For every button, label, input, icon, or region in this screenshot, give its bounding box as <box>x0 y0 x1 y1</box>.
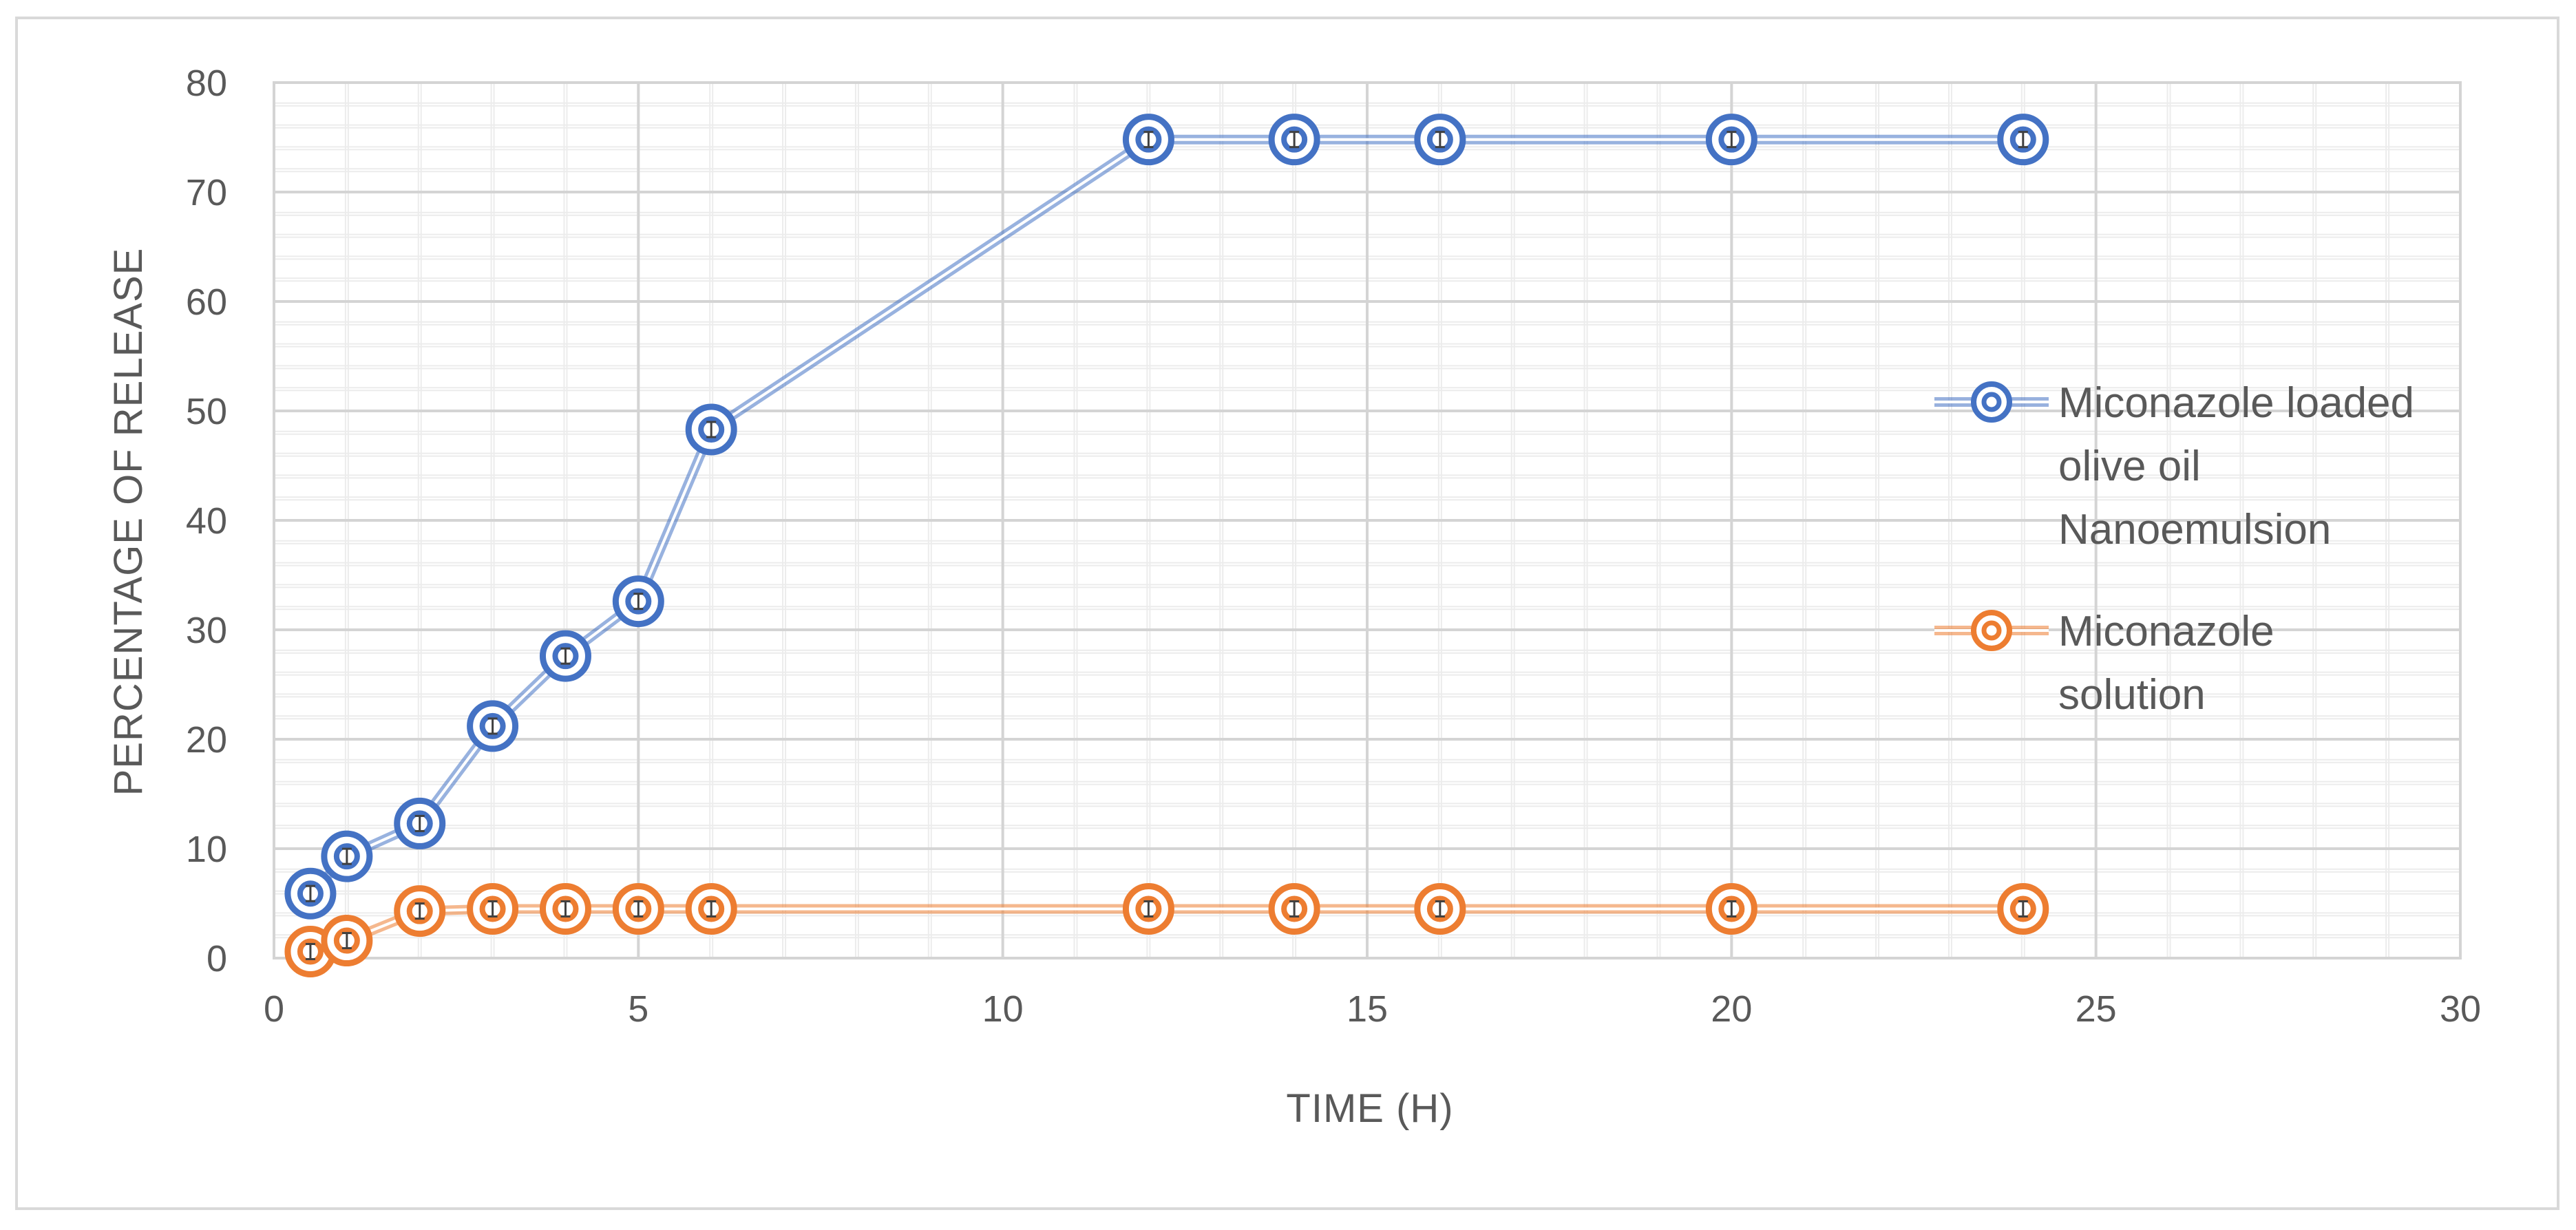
x-tick-label: 15 <box>1347 988 1388 1030</box>
y-tick-label: 80 <box>186 63 227 104</box>
marker-inner-ring <box>297 938 324 965</box>
data-point <box>1705 882 1757 935</box>
legend-label: Miconazole loaded <box>2058 379 2414 427</box>
marker-inner-ring <box>698 416 725 443</box>
legend-marker <box>1971 610 2012 651</box>
data-point <box>1122 882 1174 935</box>
data-point <box>1997 114 2049 166</box>
series-layer <box>284 114 2049 977</box>
legend-label: Miconazole <box>2058 608 2274 655</box>
axes: 0 5 10 15 20 25 30 0 10 20 30 40 50 60 70 80 <box>186 63 2481 1030</box>
marker-inner-ring <box>698 895 725 922</box>
plot-area-border <box>273 81 2462 959</box>
marker-inner-ring <box>1718 895 1745 922</box>
legend-label: olive oil <box>2058 443 2201 490</box>
legend-marker-inner <box>1981 392 2002 412</box>
data-point <box>394 797 446 849</box>
legend-label: Nanoemulsion <box>2058 506 2331 553</box>
marker-inner-ring <box>406 898 433 924</box>
y-tick-label: 60 <box>186 282 227 323</box>
y-tick-label: 40 <box>186 500 227 542</box>
data-point <box>685 403 737 456</box>
data-point <box>394 885 446 937</box>
marker-inner-ring <box>1281 895 1308 922</box>
data-point <box>1268 114 1320 166</box>
series-1 <box>284 114 2049 920</box>
marker-inner-ring <box>1135 126 1162 153</box>
y-axis-title: PERCENTAGE OF RELEASE <box>106 248 151 796</box>
grid <box>273 81 2462 959</box>
data-point <box>612 882 664 935</box>
x-tick-label: 20 <box>1711 988 1752 1030</box>
y-tick-label: 20 <box>186 719 227 761</box>
data-point <box>467 700 519 752</box>
data-point <box>321 915 373 967</box>
y-tick-label: 10 <box>186 829 227 870</box>
marker-inner-ring <box>479 712 506 739</box>
legend-item-2: Miconazole solution <box>1934 608 2274 719</box>
x-tick-label: 10 <box>982 988 1024 1030</box>
x-tick-label: 30 <box>2440 988 2481 1030</box>
data-point <box>1705 114 1757 166</box>
data-point <box>467 882 519 935</box>
x-axis-title: TIME (H) <box>1286 1086 1453 1131</box>
y-tick-label: 50 <box>186 391 227 432</box>
marker-inner-ring <box>479 895 506 922</box>
marker-inner-ring <box>625 895 652 922</box>
y-tick-label: 70 <box>186 172 227 213</box>
data-point <box>1997 882 2049 935</box>
marker-inner-ring <box>406 810 433 837</box>
x-tick-label: 0 <box>264 988 284 1030</box>
legend-marker-inner <box>1981 620 2002 641</box>
legend-label: solution <box>2058 671 2206 719</box>
chart-frame <box>15 17 2559 1210</box>
legend-marker <box>1971 381 2012 423</box>
marker-inner-ring <box>625 588 652 615</box>
legend-item-1: Miconazole loaded olive oil Nanoemulsion <box>1934 379 2414 553</box>
marker-inner-ring <box>1135 895 1162 922</box>
data-point <box>1414 114 1466 166</box>
marker-inner-ring <box>2009 126 2036 153</box>
marker-inner-ring <box>1718 126 1745 153</box>
data-point <box>612 575 664 628</box>
data-point <box>685 882 737 935</box>
series-2 <box>284 882 2049 977</box>
data-point <box>539 630 591 682</box>
y-tick-label: 30 <box>186 610 227 651</box>
data-point <box>284 867 337 920</box>
data-point <box>1122 114 1174 166</box>
data-point <box>1268 882 1320 935</box>
marker-inner-ring <box>2009 895 2036 922</box>
marker-inner-ring <box>297 880 324 907</box>
marker-inner-ring <box>1281 126 1308 153</box>
marker-inner-ring <box>552 895 579 922</box>
marker-inner-ring <box>1426 126 1453 153</box>
x-tick-label: 5 <box>628 988 648 1030</box>
data-point <box>321 830 373 882</box>
x-tick-label: 25 <box>2076 988 2117 1030</box>
data-point <box>539 882 591 935</box>
y-tick-label: 0 <box>207 938 227 979</box>
marker-inner-ring <box>333 843 360 870</box>
data-point <box>1414 882 1466 935</box>
marker-inner-ring <box>552 643 579 670</box>
marker-inner-ring <box>1426 895 1453 922</box>
marker-inner-ring <box>333 927 360 954</box>
